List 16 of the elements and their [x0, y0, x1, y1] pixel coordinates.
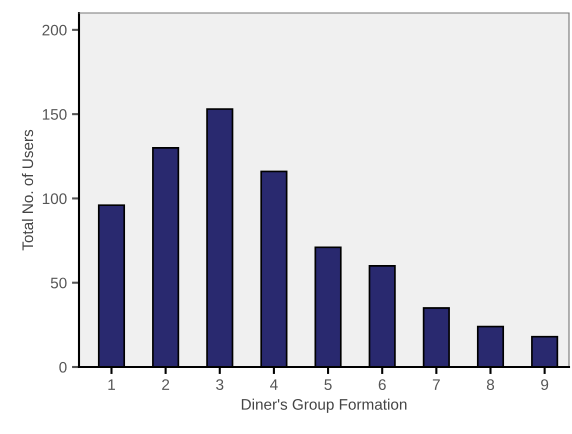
y-tick-label: 100 — [42, 193, 67, 204]
x-tick-label: 3 — [216, 379, 224, 390]
x-tick-label: 9 — [541, 379, 548, 390]
x-axis-title: Diner's Group Formation — [242, 398, 406, 413]
y-tick-label: 0 — [59, 362, 67, 373]
x-tick-label: 4 — [270, 379, 278, 390]
x-tick-label: 1 — [108, 379, 115, 390]
x-tick-label: 2 — [162, 379, 170, 390]
x-tick-label: 5 — [324, 379, 332, 390]
x-tick-label: 6 — [378, 379, 386, 390]
x-tick-label: 7 — [432, 379, 440, 390]
y-tick-label: 50 — [50, 278, 67, 288]
y-tick-label: 150 — [42, 109, 67, 120]
x-tick-label: 8 — [486, 379, 494, 390]
y-axis-title: Total No. of Users — [22, 130, 34, 250]
y-tick-label: 200 — [42, 24, 67, 36]
